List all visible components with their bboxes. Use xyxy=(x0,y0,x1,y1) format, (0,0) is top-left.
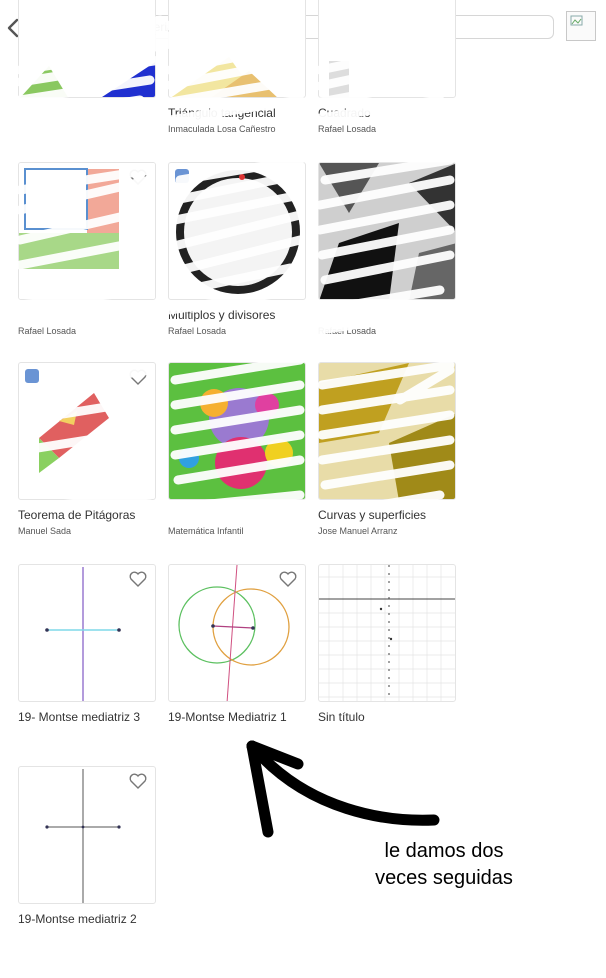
card-thumbnail[interactable] xyxy=(318,0,456,98)
card-author: Inmaculada Losa Cañestro xyxy=(168,124,276,134)
card-author: Jose Manuel Arranz xyxy=(318,526,398,536)
card-thumbnail[interactable] xyxy=(168,162,306,300)
card-thumbnail[interactable] xyxy=(18,564,156,702)
card-thumbnail[interactable] xyxy=(18,766,156,904)
card-thumbnail[interactable] xyxy=(318,162,456,300)
card-title[interactable]: Sin título xyxy=(318,710,365,724)
card-thumbnail[interactable] xyxy=(18,362,156,500)
search-input[interactable] xyxy=(93,18,533,36)
heart-icon[interactable] xyxy=(129,369,147,385)
card-title[interactable]: Teorema de Pitágoras xyxy=(18,508,136,522)
heart-icon[interactable] xyxy=(279,571,297,587)
card-thumbnail[interactable] xyxy=(168,0,306,98)
card-title[interactable]: Múltiplos y divisores xyxy=(168,308,276,322)
heart-icon[interactable] xyxy=(129,169,147,185)
card-thumbnail[interactable] xyxy=(168,564,306,702)
card-title[interactable]: 19-Montse mediatriz 2 xyxy=(18,912,137,926)
user-avatar[interactable] xyxy=(566,11,596,41)
card-thumbnail[interactable] xyxy=(318,362,456,500)
card-thumbnail[interactable] xyxy=(168,362,306,500)
card-author: Rafael Losada xyxy=(318,124,377,134)
heart-icon[interactable] xyxy=(129,571,147,587)
card-thumbnail[interactable] xyxy=(318,564,456,702)
card-author: Rafael Losada xyxy=(168,326,227,336)
back-arrow-icon[interactable] xyxy=(6,17,20,39)
card-title[interactable]: Curvas y superficies xyxy=(318,508,427,522)
annotation-text: le damos dos veces seguidas xyxy=(344,838,544,892)
card-thumbnail[interactable] xyxy=(18,162,156,300)
annotation-line: le damos dos xyxy=(384,840,504,862)
card-author: Rafael Losada xyxy=(318,326,377,336)
hand-drawn-arrow xyxy=(246,740,440,838)
card-author: Manuel Sada xyxy=(18,526,72,536)
annotation-line: veces seguidas xyxy=(375,867,513,889)
badge-icon xyxy=(175,169,189,183)
badge-icon xyxy=(25,369,39,383)
broken-image-icon xyxy=(570,15,583,26)
card-title[interactable]: 19- Montse mediatriz 3 xyxy=(18,710,141,724)
card-author: Matemática Infantil xyxy=(168,526,244,536)
card-title[interactable]: Triángulo tangencial xyxy=(168,106,276,120)
card-title[interactable]: 19-Montse Mediatriz 1 xyxy=(168,710,287,724)
card-title[interactable]: Cuadrado xyxy=(318,106,371,120)
card-thumbnail[interactable] xyxy=(18,0,156,98)
card-author: Rafael Losada xyxy=(18,326,77,336)
heart-icon[interactable] xyxy=(129,773,147,789)
